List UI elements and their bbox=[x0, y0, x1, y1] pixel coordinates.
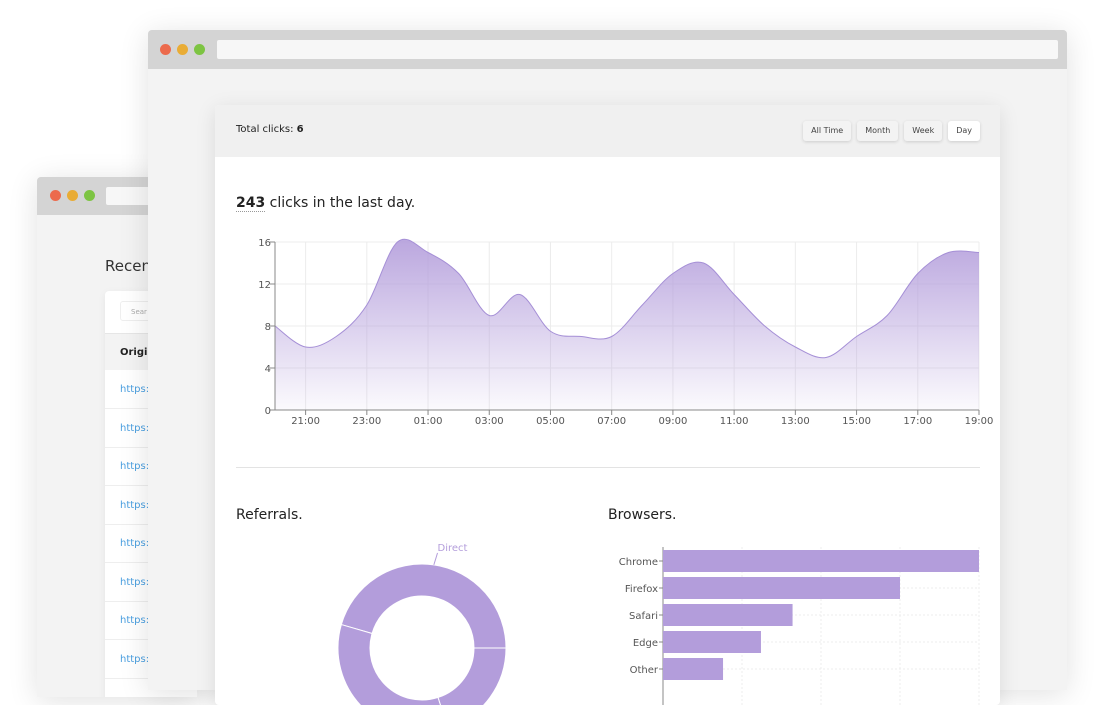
stats-card: Total clicks: 6 All Time Month Week Day 243… bbox=[215, 105, 1000, 705]
bar-firefox bbox=[663, 577, 900, 599]
referrals-title: Referrals. bbox=[236, 507, 303, 523]
card-header: Total clicks: 6 All Time Month Week Day bbox=[215, 105, 1000, 157]
donut-slice bbox=[437, 647, 507, 705]
close-dot-icon[interactable] bbox=[50, 190, 61, 201]
x-tick-label: 19:00 bbox=[965, 416, 994, 427]
clicks-count: 243 bbox=[236, 195, 266, 212]
range-button-all-time[interactable]: All Time bbox=[803, 121, 852, 141]
title-bar bbox=[148, 30, 1067, 69]
page-heading: Recen bbox=[105, 257, 151, 275]
bar-safari bbox=[663, 604, 793, 626]
divider bbox=[236, 467, 980, 468]
range-button-month[interactable]: Month bbox=[857, 121, 899, 141]
category-label: Chrome bbox=[619, 557, 658, 568]
bar-other bbox=[663, 658, 724, 680]
y-tick-label: 8 bbox=[265, 322, 271, 333]
x-tick-label: 13:00 bbox=[781, 416, 810, 427]
x-tick-label: 05:00 bbox=[536, 416, 565, 427]
minimize-dot-icon[interactable] bbox=[67, 190, 78, 201]
x-tick-label: 15:00 bbox=[842, 416, 871, 427]
minimize-dot-icon[interactable] bbox=[177, 44, 188, 55]
x-tick-label: 17:00 bbox=[903, 416, 932, 427]
range-buttons: All Time Month Week Day bbox=[803, 121, 980, 141]
browsers-bar-chart: Chrome Firefox Safari Edge Other bbox=[619, 547, 980, 705]
close-dot-icon[interactable] bbox=[160, 44, 171, 55]
total-clicks: Total clicks: 6 bbox=[236, 124, 304, 135]
clicks-headline: 243 clicks in the last day. bbox=[236, 195, 416, 212]
category-label: Firefox bbox=[625, 584, 658, 595]
total-clicks-value: 6 bbox=[296, 124, 304, 135]
y-tick-label: 12 bbox=[258, 280, 271, 291]
slice-label: Direct bbox=[438, 543, 468, 554]
clicks-area-chart: 0 4 8 12 16 21:00 23:00 01:00 03:00 05:00 07:00 09:… bbox=[258, 238, 994, 427]
maximize-dot-icon[interactable] bbox=[84, 190, 95, 201]
range-button-week[interactable]: Week bbox=[904, 121, 943, 141]
maximize-dot-icon[interactable] bbox=[194, 44, 205, 55]
y-tick-label: 0 bbox=[265, 406, 271, 417]
donut-slice bbox=[337, 623, 442, 705]
donut-slice bbox=[340, 563, 507, 649]
clicks-text: clicks in the last day. bbox=[265, 195, 416, 211]
category-label: Safari bbox=[629, 611, 658, 622]
area-fill bbox=[275, 239, 979, 410]
series-line bbox=[274, 238, 980, 359]
x-tick-label: 01:00 bbox=[414, 416, 443, 427]
slice-label-leader bbox=[433, 552, 439, 565]
y-tick-label: 4 bbox=[265, 364, 271, 375]
bar-edge bbox=[663, 631, 761, 653]
range-button-day[interactable]: Day bbox=[948, 121, 980, 141]
total-clicks-label: Total clicks: bbox=[236, 124, 294, 135]
category-label: Edge bbox=[633, 638, 658, 649]
address-bar[interactable] bbox=[217, 40, 1058, 59]
browsers-title: Browsers. bbox=[608, 507, 677, 523]
referrals-donut-chart: Direct bbox=[337, 543, 507, 705]
x-tick-label: 23:00 bbox=[352, 416, 381, 427]
bar-chrome bbox=[663, 550, 979, 572]
y-tick-label: 16 bbox=[258, 238, 271, 249]
category-label: Other bbox=[630, 665, 659, 676]
x-tick-label: 21:00 bbox=[291, 416, 320, 427]
x-tick-label: 09:00 bbox=[658, 416, 687, 427]
x-tick-label: 11:00 bbox=[720, 416, 749, 427]
x-tick-label: 07:00 bbox=[597, 416, 626, 427]
x-tick-label: 03:00 bbox=[475, 416, 504, 427]
